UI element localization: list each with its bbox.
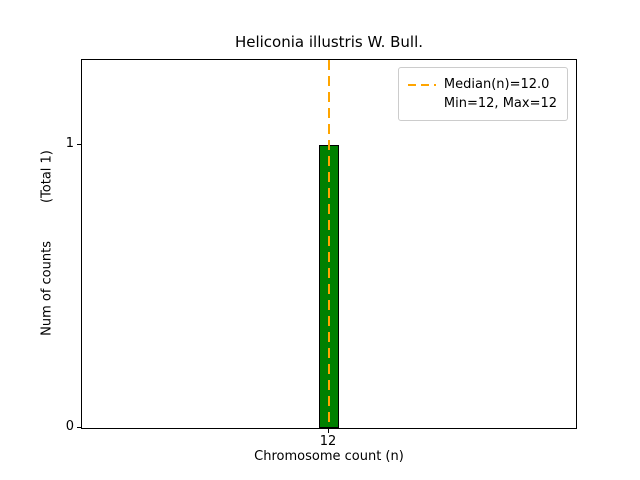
y-axis-label-total: (Total 1)	[39, 150, 55, 204]
legend-entry-minmax: Min=12, Max=12	[408, 94, 557, 113]
legend-entry-median: Median(n)=12.0	[407, 75, 557, 94]
y-tick-mark	[77, 427, 81, 428]
median-line	[328, 60, 330, 428]
y-tick-mark	[77, 143, 81, 145]
plot-area: Median(n)=12.0 Min=12, Max=12	[81, 59, 577, 429]
legend-label-minmax: Min=12, Max=12	[443, 96, 557, 111]
chart-title: Heliconia illustris W. Bull.	[234, 33, 424, 51]
legend: Median(n)=12.0 Min=12, Max=12	[397, 67, 568, 121]
legend-spacer	[408, 103, 436, 105]
y-tick-label: 1	[65, 135, 74, 151]
y-tick-label: 0	[65, 419, 74, 434]
x-axis-label: Chromosome count (n)	[254, 449, 404, 464]
x-tick-mark	[328, 429, 329, 433]
x-tick-label: 12	[319, 434, 337, 449]
legend-label-median: Median(n)=12.0	[443, 77, 550, 92]
dashed-line-icon	[407, 83, 436, 86]
y-axis-label: Num of counts (Total 1)	[40, 150, 55, 336]
y-axis-label-main: Num of counts	[39, 241, 55, 336]
